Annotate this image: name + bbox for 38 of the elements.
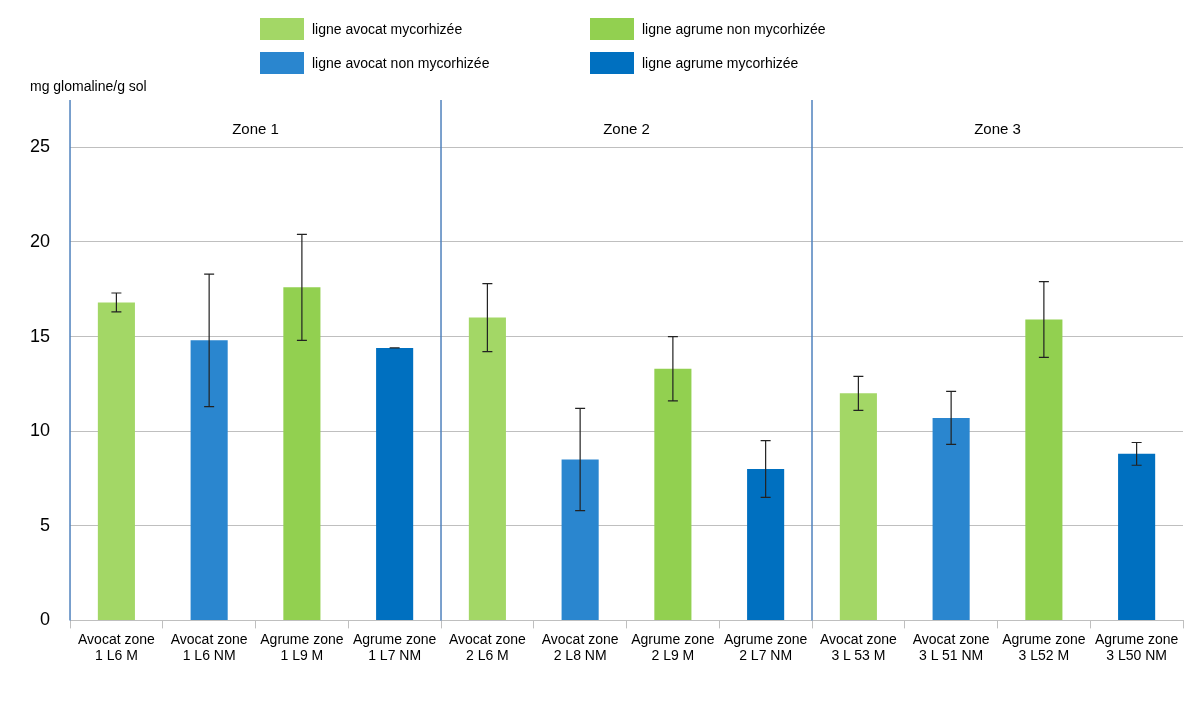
bar	[283, 287, 321, 620]
y-tick-label: 0	[40, 609, 51, 630]
y-tick-label: 25	[29, 136, 51, 157]
bar	[932, 417, 970, 620]
x-tick-label: Agrume zone 2 L7 NM	[723, 630, 808, 664]
bar	[97, 302, 135, 620]
x-tick-label: Avocat zone 3 L 53 M	[819, 630, 897, 664]
x-tick-label: Agrume zone 2 L9 M	[631, 630, 715, 664]
y-tick-label: 20	[29, 230, 51, 251]
x-tick-label: Avocat zone 3 L 51 NM	[912, 630, 990, 664]
x-tick-label: Agrume zone 3 L52 M	[1002, 630, 1086, 664]
bar	[747, 469, 785, 620]
bar	[190, 340, 228, 620]
x-tick-label: Avocat zone 1 L6 M	[78, 630, 156, 664]
y-tick-label: 10	[29, 420, 51, 441]
x-tick-label: Avocat zone 2 L8 NM	[541, 630, 619, 664]
bar	[1118, 453, 1156, 620]
y-tick-label: 15	[29, 325, 51, 346]
x-tick-label: Agrume zone 1 L7 NM	[353, 630, 437, 664]
x-tick-label: Agrume zone 1 L9 M	[260, 630, 344, 664]
legend-label: ligne agrume non mycorhizée	[642, 21, 826, 37]
y-tick-label: 5	[40, 514, 51, 535]
x-tick-label: Agrume zone 3 L50 NM	[1094, 630, 1179, 664]
bar	[468, 317, 506, 620]
x-tick-label: Avocat zone 2 L6 M	[448, 630, 526, 664]
bar	[1025, 319, 1063, 620]
bar	[376, 347, 414, 620]
bar	[654, 368, 692, 620]
legend-label: ligne agrume mycorhizée	[642, 55, 799, 71]
annotation: Zone 1	[232, 120, 279, 138]
annotation: Zone 3	[974, 120, 1021, 138]
bar	[561, 459, 599, 620]
legend-label: ligne avocat mycorhizée	[312, 21, 463, 37]
x-tick-label: Avocat zone 1 L6 NM	[170, 630, 248, 664]
annotation: Zone 2	[603, 120, 650, 138]
y-axis-title: mg glomaline/g sol	[30, 78, 147, 94]
bar	[839, 393, 877, 620]
legend-label: ligne avocat non mycorhizée	[312, 55, 490, 71]
